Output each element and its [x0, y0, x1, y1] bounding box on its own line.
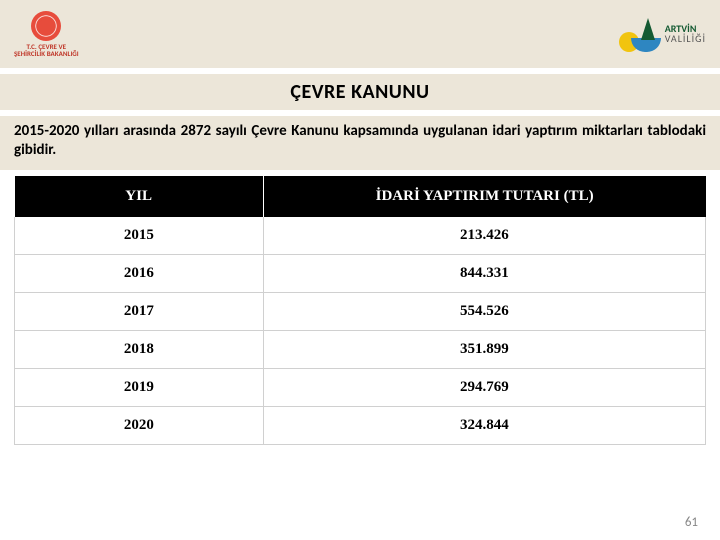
table-row: 2016844.331 — [15, 254, 706, 292]
table-row: 2020324.844 — [15, 406, 706, 444]
sanctions-table: YIL İDARİ YAPTIRIM TUTARI (TL) 2015213.4… — [14, 176, 706, 445]
cell-year: 2018 — [15, 330, 264, 368]
title-band: ÇEVRE KANUNU — [0, 74, 720, 110]
governorate-mark-icon — [617, 16, 661, 52]
cell-year: 2017 — [15, 292, 264, 330]
cell-amount: 324.844 — [263, 406, 705, 444]
page-title: ÇEVRE KANUNU — [0, 80, 720, 104]
cell-year: 2015 — [15, 217, 264, 255]
ministry-emblem-icon — [31, 11, 61, 41]
table-row: 2018351.899 — [15, 330, 706, 368]
description-band: 2015-2020 yılları arasında 2872 sayılı Ç… — [0, 116, 720, 170]
cell-amount: 294.769 — [263, 368, 705, 406]
col-header-amount: İDARİ YAPTIRIM TUTARI (TL) — [263, 176, 705, 217]
ministry-logo: T.C. ÇEVRE VE ŞEHİRCİLİK BAKANLIĞI — [14, 11, 79, 57]
cell-year: 2019 — [15, 368, 264, 406]
cell-amount: 351.899 — [263, 330, 705, 368]
cell-amount: 554.526 — [263, 292, 705, 330]
governorate-logo-line2: VALİLİĞİ — [665, 34, 706, 44]
header-strip: T.C. ÇEVRE VE ŞEHİRCİLİK BAKANLIĞI ARTVİ… — [0, 0, 720, 68]
cell-amount: 844.331 — [263, 254, 705, 292]
cell-year: 2016 — [15, 254, 264, 292]
table-row: 2015213.426 — [15, 217, 706, 255]
table-container: YIL İDARİ YAPTIRIM TUTARI (TL) 2015213.4… — [0, 170, 720, 445]
cell-year: 2020 — [15, 406, 264, 444]
ministry-logo-line2: ŞEHİRCİLİK BAKANLIĞI — [14, 50, 79, 57]
governorate-logo-text: ARTVİN VALİLİĞİ — [665, 24, 706, 44]
description-text: 2015-2020 yılları arasında 2872 sayılı Ç… — [14, 122, 706, 159]
table-header-row: YIL İDARİ YAPTIRIM TUTARI (TL) — [15, 176, 706, 217]
cell-amount: 213.426 — [263, 217, 705, 255]
page-number: 61 — [685, 515, 698, 530]
governorate-logo: ARTVİN VALİLİĞİ — [617, 16, 706, 52]
table-row: 2017554.526 — [15, 292, 706, 330]
table-row: 2019294.769 — [15, 368, 706, 406]
col-header-year: YIL — [15, 176, 264, 217]
